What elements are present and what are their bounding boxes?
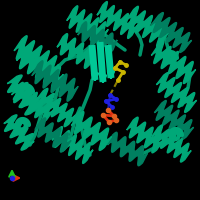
Polygon shape (7, 75, 40, 115)
Polygon shape (97, 2, 138, 38)
Polygon shape (107, 132, 148, 166)
Polygon shape (12, 82, 53, 123)
Polygon shape (37, 88, 75, 127)
Polygon shape (78, 22, 117, 53)
Polygon shape (154, 101, 194, 139)
Polygon shape (14, 36, 59, 79)
Polygon shape (152, 125, 191, 162)
Polygon shape (67, 6, 108, 44)
Polygon shape (57, 34, 95, 68)
Polygon shape (17, 46, 63, 89)
Polygon shape (35, 118, 71, 152)
Polygon shape (151, 13, 192, 52)
Polygon shape (127, 117, 163, 153)
Polygon shape (71, 112, 112, 150)
Polygon shape (52, 127, 93, 163)
Polygon shape (151, 42, 196, 83)
Polygon shape (126, 6, 169, 47)
Polygon shape (4, 115, 34, 150)
Polygon shape (156, 73, 197, 112)
Polygon shape (32, 61, 78, 101)
